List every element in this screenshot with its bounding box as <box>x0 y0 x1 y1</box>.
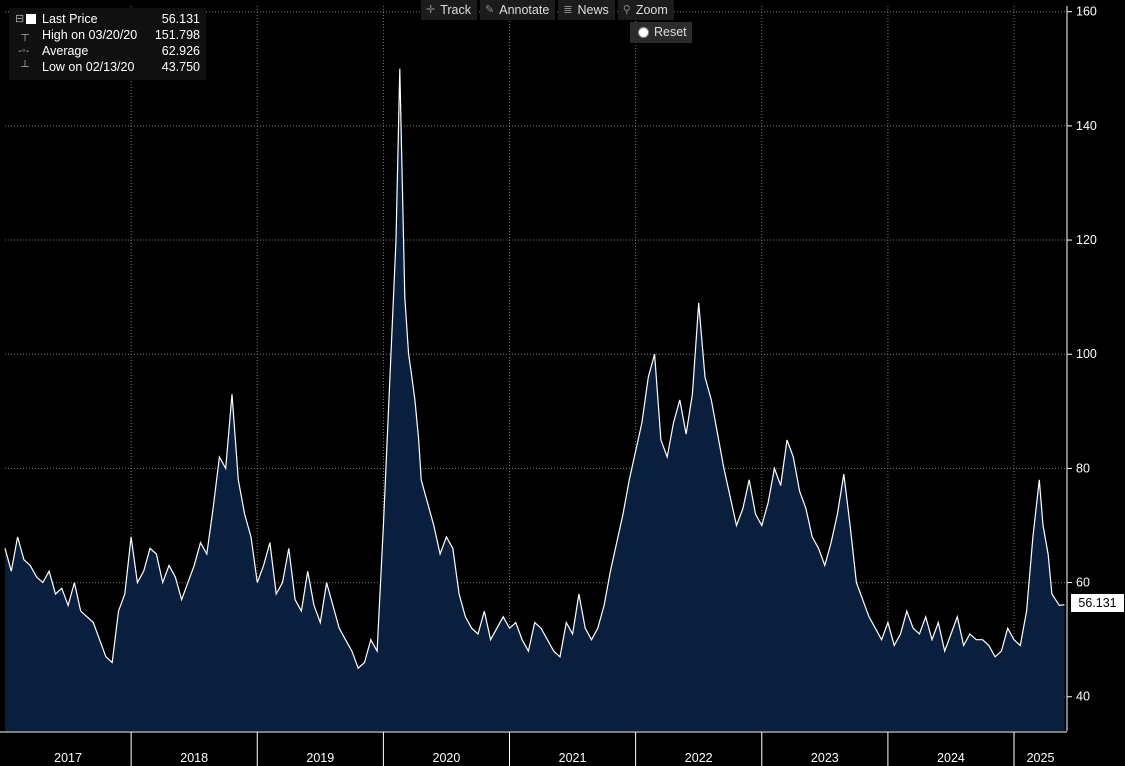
average-marker-icon: -◦- <box>15 45 30 57</box>
x-tick-label: 2024 <box>937 751 965 765</box>
y-tick-label: 60 <box>1076 576 1090 590</box>
legend-average: -◦- Average 62.926 <box>9 43 206 59</box>
x-tick-label: 2017 <box>54 751 82 765</box>
y-axis-ticks: 40 60 80 100 120 140 160 <box>1066 5 1097 731</box>
x-tick-label: 2020 <box>433 751 461 765</box>
y-tick-label: 40 <box>1076 690 1090 704</box>
legend-avg-value: 62.926 <box>161 44 200 58</box>
chart-toolbar: ✛ Track ✎ Annotate ≣ News ⚲ Zoom <box>421 0 674 20</box>
reset-button[interactable]: Reset <box>630 22 692 43</box>
zoom-label: Zoom <box>635 3 668 17</box>
high-marker-icon: ┬ <box>15 29 29 41</box>
x-tick-label: 2025 <box>1027 751 1055 765</box>
annotate-button[interactable]: ✎ Annotate <box>480 0 556 20</box>
last-value-marker: 56.131 <box>1071 594 1124 612</box>
x-tick-label: 2022 <box>685 751 713 765</box>
crosshair-icon: ✛ <box>426 4 436 16</box>
magnifier-icon: ⚲ <box>622 4 631 16</box>
price-line <box>4 68 1065 670</box>
legend-low-value: 43.750 <box>161 60 200 74</box>
y-tick-label: 140 <box>1076 119 1097 133</box>
legend-panel: ⊟ Last Price 56.131 ┬ High on 03/20/20 1… <box>9 8 206 80</box>
news-label: News <box>577 3 609 17</box>
legend-last-label: Last Price <box>42 12 98 26</box>
y-tick-label: 100 <box>1076 347 1097 361</box>
reset-dot-icon <box>639 28 648 37</box>
legend-last-value: 56.131 <box>161 12 200 26</box>
news-icon: ≣ <box>563 4 573 16</box>
annotate-label: Annotate <box>499 3 550 17</box>
track-button[interactable]: ✛ Track <box>421 0 478 20</box>
x-axis: 2017 2018 2019 2020 2021 2022 2023 2024 2025 <box>0 731 1067 766</box>
legend-low-label: Low on 02/13/20 <box>42 60 135 74</box>
legend-last-price: ⊟ Last Price 56.131 <box>9 11 206 27</box>
legend-avg-label: Average <box>42 44 89 58</box>
zoom-button[interactable]: ⚲ Zoom <box>617 0 674 20</box>
legend-high-value: 151.798 <box>154 28 200 42</box>
last-price-swatch <box>26 14 36 24</box>
price-area-fill <box>5 68 1065 732</box>
x-tick-label: 2021 <box>559 751 587 765</box>
x-tick-label: 2019 <box>306 751 334 765</box>
legend-high-label: High on 03/20/20 <box>42 28 138 42</box>
legend-high: ┬ High on 03/20/20 151.798 <box>9 27 206 43</box>
reset-label: Reset <box>654 25 687 39</box>
news-button[interactable]: ≣ News <box>558 0 615 20</box>
y-tick-label: 80 <box>1076 461 1090 475</box>
x-tick-label: 2023 <box>811 751 839 765</box>
low-marker-icon: ┴ <box>15 61 29 73</box>
y-tick-label: 160 <box>1076 5 1097 19</box>
x-tick-label: 2018 <box>180 751 208 765</box>
track-label: Track <box>440 3 472 17</box>
collapse-icon[interactable]: ⊟ <box>15 13 25 25</box>
legend-low: ┴ Low on 02/13/20 43.750 <box>9 59 206 75</box>
pencil-icon: ✎ <box>485 4 495 16</box>
y-tick-label: 120 <box>1076 233 1097 247</box>
